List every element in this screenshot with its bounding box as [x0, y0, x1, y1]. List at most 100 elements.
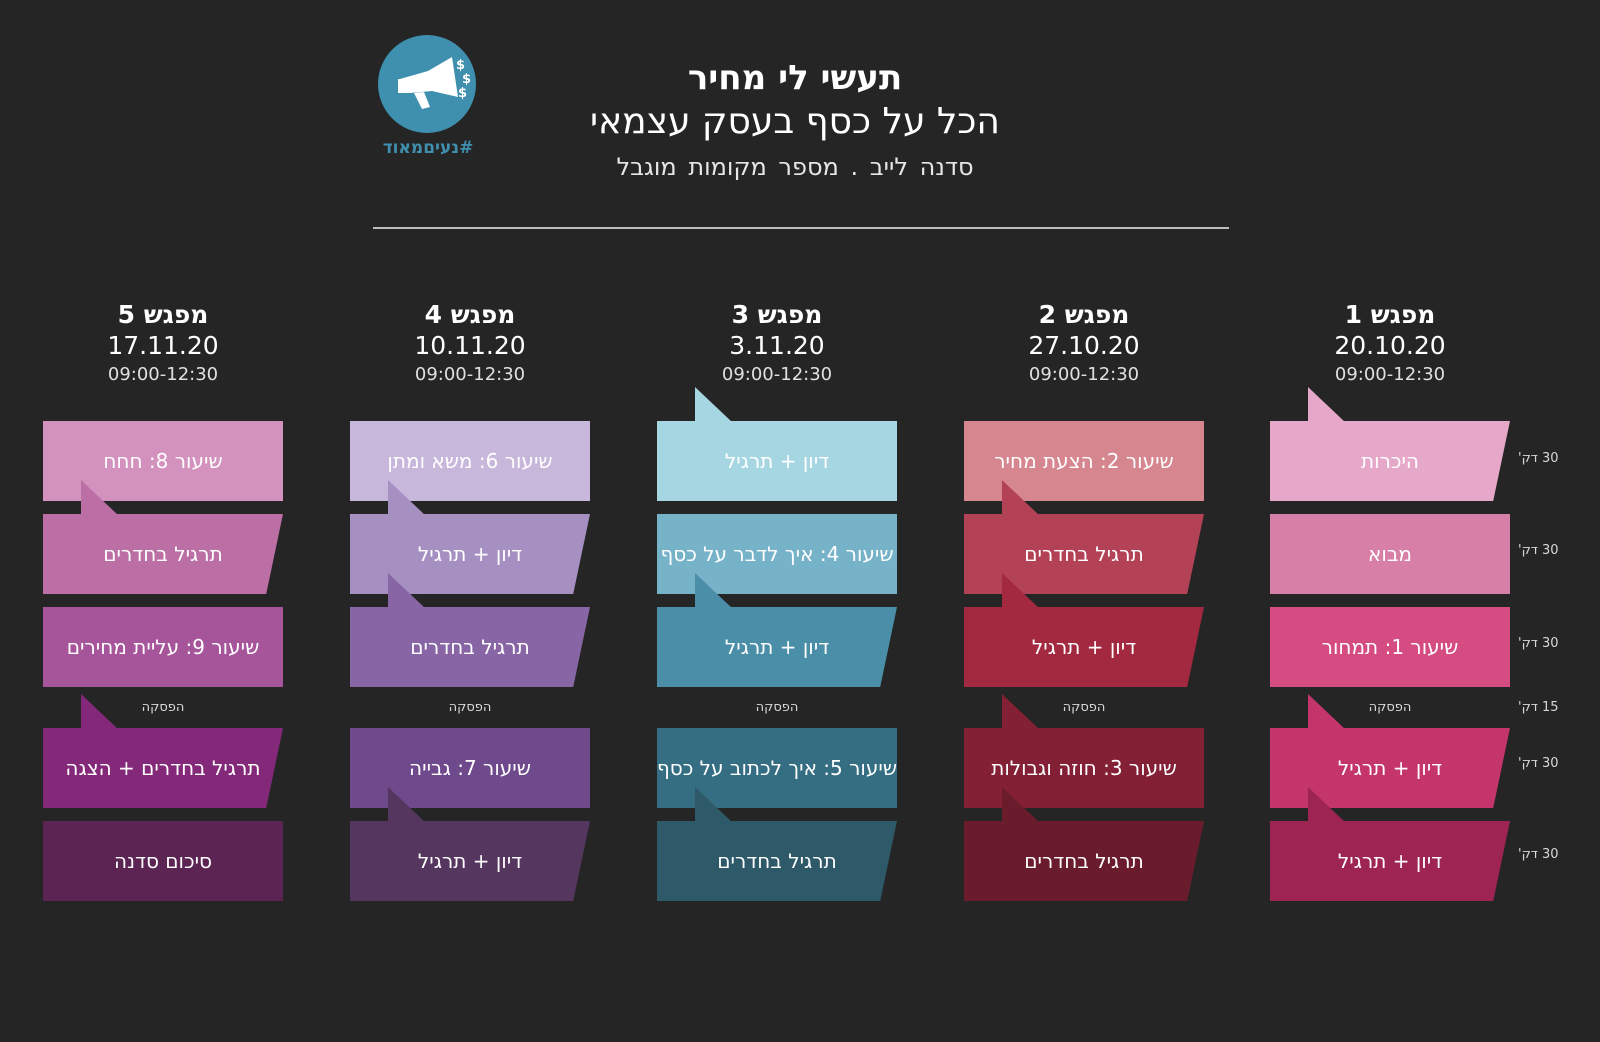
session-2-block-1: שיעור 2: הצעת מחיר: [964, 421, 1204, 501]
block-label: שיעור 3: חוזה וגבולות: [991, 756, 1177, 780]
session-title: מפגש 2: [1038, 300, 1130, 329]
block-shape: [1270, 421, 1510, 501]
session-time: 09:00-12:30: [107, 364, 219, 385]
session-5-block-3: שיעור 9: עליית מחירים: [43, 607, 283, 687]
block-label: תרגיל בחדרים: [103, 542, 223, 566]
block-shape: [1270, 607, 1510, 687]
session-date: 10.11.20: [414, 331, 526, 360]
block-label: תרגיל בחדרים: [717, 849, 837, 873]
break-label: הפסקה: [755, 700, 799, 715]
block-label: תרגיל בחדרים + הצגה: [65, 756, 261, 780]
session-4-block-5: דיון + תרגיל: [350, 787, 590, 901]
break-label: הפסקה: [448, 700, 492, 715]
session-3-block-5: תרגיל בחדרים: [657, 787, 897, 901]
session-1-header: מפגש 1 20.10.20 09:00-12:30: [1270, 300, 1510, 388]
block-label: שיעור 6: משא ומתן: [387, 449, 553, 473]
session-4-block-1: שיעור 6: משא ומתן: [350, 421, 590, 501]
duration-label: 30 דק': [1518, 756, 1559, 771]
session-time: 09:00-12:30: [1028, 364, 1140, 385]
block-shape: [1270, 821, 1510, 901]
session-2-block-3: דיון + תרגיל: [964, 573, 1204, 687]
duration-label: 30 דק': [1518, 636, 1559, 651]
session-3-block-2: שיעור 4: איך לדבר על כסף: [657, 514, 897, 594]
block-label: דיון + תרגיל: [724, 635, 830, 659]
session-title: מפגש 3: [731, 300, 823, 329]
block-shape: [1270, 514, 1510, 594]
session-time: 09:00-12:30: [721, 364, 833, 385]
session-1-block-1: היכרות: [1270, 387, 1510, 501]
block-label: תרגיל בחדרים: [1024, 542, 1144, 566]
block-label: דיון + תרגיל: [417, 849, 523, 873]
session-3-header: מפגש 3 3.11.20 09:00-12:30: [657, 300, 897, 388]
session-5-block-2: תרגיל בחדרים: [43, 480, 283, 594]
speech-tail: [1308, 387, 1346, 423]
block-label: סיכום סדנה: [113, 849, 213, 873]
session-3-block-4: שיעור 5: איך לכתוב על כסף: [657, 728, 897, 808]
session-4-header: מפגש 4 10.11.20 09:00-12:30: [350, 300, 590, 388]
session-2-block-5: תרגיל בחדרים: [964, 787, 1204, 901]
block-shape: [657, 421, 897, 501]
block-label: שיעור 2: הצעת מחיר: [994, 449, 1174, 473]
block-label: שיעור 4: איך לדבר על כסף: [660, 542, 894, 566]
page-title: תעשי לי מחיר: [687, 58, 903, 98]
session-1-block-5: דיון + תרגיל: [1270, 787, 1510, 901]
block-label: היכרות: [1361, 449, 1419, 473]
session-title: מפגש 4: [424, 300, 516, 329]
break-label: הפסקה: [1062, 700, 1106, 715]
session-date: 3.11.20: [729, 331, 825, 360]
session-4-block-4: שיעור 7: גבייה: [350, 728, 590, 808]
session-1-block-4: דיון + תרגיל: [1270, 694, 1510, 808]
logo: $ $ $ #נעיםמאוד: [378, 35, 478, 165]
block-label: דיון + תרגיל: [1337, 756, 1443, 780]
page-tagline: סדנה לייב . מספר מקומות מוגבל: [616, 153, 974, 181]
session-1-block-3: שיעור 1: תמחור: [1270, 607, 1510, 687]
block-label: תרגיל בחדרים: [1024, 849, 1144, 873]
session-2-block-2: תרגיל בחדרים: [964, 480, 1204, 594]
block-label: שיעור 7: גבייה: [409, 756, 531, 780]
block-shape: [350, 821, 590, 901]
session-1-block-2: מבוא: [1270, 514, 1510, 594]
block-label: שיעור 8: חחח: [103, 449, 223, 473]
session-3-block-3: דיון + תרגיל: [657, 573, 897, 687]
break-label: הפסקה: [141, 700, 185, 715]
block-label: דיון + תרגיל: [1337, 849, 1443, 873]
block-label: דיון + תרגיל: [1031, 635, 1137, 659]
megaphone-icon: $ $ $: [378, 35, 476, 133]
duration-label: 15 דק': [1518, 700, 1559, 715]
session-2-block-4: שיעור 3: חוזה וגבולות: [964, 694, 1204, 808]
block-label: שיעור 1: תמחור: [1321, 635, 1459, 659]
header-divider: [373, 227, 1229, 229]
speech-tail: [695, 387, 733, 423]
session-time: 09:00-12:30: [1334, 364, 1446, 385]
svg-text:$: $: [458, 86, 467, 101]
duration-label: 30 דק': [1518, 543, 1559, 558]
session-5-block-5: סיכום סדנה: [43, 821, 283, 901]
block-shape: [43, 728, 283, 808]
block-shape: [43, 821, 283, 901]
block-shape: [657, 821, 897, 901]
session-5-block-1: שיעור 8: חחח: [43, 421, 283, 501]
session-5-block-4: תרגיל בחדרים + הצגה: [43, 694, 283, 808]
block-shape: [964, 607, 1204, 687]
session-2-header: מפגש 2 27.10.20 09:00-12:30: [964, 300, 1204, 388]
session-time: 09:00-12:30: [414, 364, 526, 385]
block-label: שיעור 5: איך לכתוב על כסף: [656, 756, 898, 780]
session-4-block-2: דיון + תרגיל: [350, 480, 590, 594]
svg-text:$: $: [456, 58, 465, 73]
session-5-header: מפגש 5 17.11.20 09:00-12:30: [43, 300, 283, 388]
block-label: שיעור 9: עליית מחירים: [66, 635, 260, 659]
duration-label: 30 דק': [1518, 847, 1559, 862]
session-date: 17.11.20: [107, 331, 219, 360]
block-shape: [43, 514, 283, 594]
page-subtitle: הכל על כסף בעסק עצמאי: [590, 101, 1000, 142]
session-4-block-3: תרגיל בחדרים: [350, 573, 590, 687]
block-shape: [657, 607, 897, 687]
block-shape: [964, 821, 1204, 901]
block-shape: [43, 607, 283, 687]
duration-label: 30 דק': [1518, 451, 1559, 466]
session-title: מפגש 1: [1344, 300, 1436, 329]
header: $ $ $ #נעיםמאוד תעשי לי מחיר הכל על כסף …: [0, 0, 1600, 240]
block-label: דיון + תרגיל: [724, 449, 830, 473]
session-title: מפגש 5: [117, 300, 209, 329]
session-3-block-1: דיון + תרגיל: [657, 387, 897, 501]
